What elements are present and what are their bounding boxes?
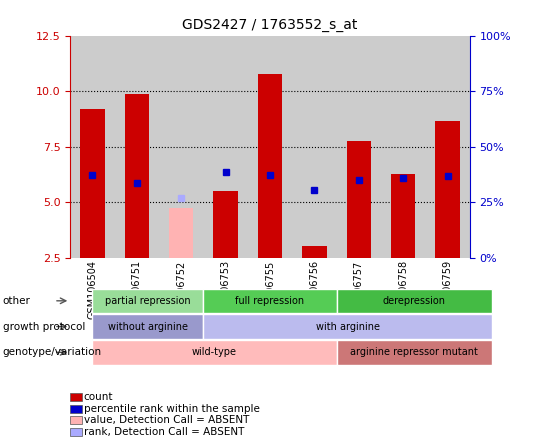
Bar: [347, 141, 371, 258]
Text: wild-type: wild-type: [192, 347, 237, 357]
Text: partial repression: partial repression: [105, 296, 191, 306]
Text: rank, Detection Call = ABSENT: rank, Detection Call = ABSENT: [84, 427, 244, 437]
Bar: [435, 121, 460, 258]
Bar: [336, 36, 381, 258]
Text: value, Detection Call = ABSENT: value, Detection Call = ABSENT: [84, 416, 249, 425]
Bar: [292, 36, 336, 258]
Text: growth protocol: growth protocol: [3, 321, 85, 332]
Bar: [258, 75, 282, 258]
Bar: [302, 246, 327, 258]
Text: count: count: [84, 392, 113, 402]
Bar: [80, 109, 105, 258]
Bar: [426, 36, 470, 258]
Text: percentile rank within the sample: percentile rank within the sample: [84, 404, 260, 414]
Text: genotype/variation: genotype/variation: [3, 347, 102, 357]
Text: without arginine: without arginine: [108, 321, 188, 332]
Bar: [125, 95, 149, 258]
Bar: [204, 36, 248, 258]
Bar: [381, 36, 426, 258]
Bar: [169, 208, 193, 258]
Bar: [213, 191, 238, 258]
Bar: [114, 36, 159, 258]
Title: GDS2427 / 1763552_s_at: GDS2427 / 1763552_s_at: [183, 18, 357, 32]
Text: with arginine: with arginine: [316, 321, 380, 332]
Text: arginine repressor mutant: arginine repressor mutant: [350, 347, 478, 357]
Bar: [159, 36, 204, 258]
Bar: [248, 36, 292, 258]
Text: derepression: derepression: [383, 296, 446, 306]
Text: other: other: [3, 296, 31, 306]
Text: full repression: full repression: [235, 296, 305, 306]
Bar: [391, 174, 415, 258]
Bar: [70, 36, 114, 258]
